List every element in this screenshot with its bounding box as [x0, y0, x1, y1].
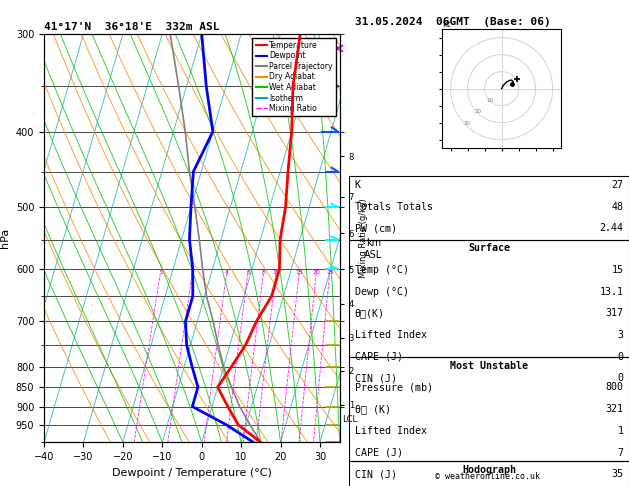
Text: 27: 27: [611, 180, 623, 190]
Text: Lifted Index: Lifted Index: [355, 426, 426, 436]
Text: 3: 3: [618, 330, 623, 340]
Text: CAPE (J): CAPE (J): [355, 352, 403, 362]
Text: CAPE (J): CAPE (J): [355, 448, 403, 458]
Text: Temp (°C): Temp (°C): [355, 265, 409, 275]
Text: 41°17'N  36°18'E  332m ASL: 41°17'N 36°18'E 332m ASL: [44, 22, 220, 32]
Text: PW (cm): PW (cm): [355, 224, 397, 233]
Legend: Temperature, Dewpoint, Parcel Trajectory, Dry Adiabat, Wet Adiabat, Isotherm, Mi: Temperature, Dewpoint, Parcel Trajectory…: [252, 38, 336, 116]
Text: 7: 7: [618, 448, 623, 458]
Text: 800: 800: [605, 382, 623, 393]
Text: 25: 25: [326, 270, 334, 275]
Text: 20: 20: [313, 270, 321, 275]
Text: θᴇ(K): θᴇ(K): [355, 309, 385, 318]
Text: 31.05.2024  06GMT  (Base: 06): 31.05.2024 06GMT (Base: 06): [355, 17, 551, 27]
Text: 317: 317: [605, 309, 623, 318]
Text: 30: 30: [464, 121, 470, 126]
Text: 10: 10: [487, 98, 494, 103]
Text: 8: 8: [262, 270, 266, 275]
Text: CIN (J): CIN (J): [355, 469, 397, 479]
Text: CIN (J): CIN (J): [355, 373, 397, 383]
Text: Dewp (°C): Dewp (°C): [355, 287, 409, 296]
Text: 1: 1: [618, 426, 623, 436]
Text: Surface: Surface: [468, 243, 510, 253]
Text: 48: 48: [611, 202, 623, 212]
Text: Mixing Ratio (g/kg): Mixing Ratio (g/kg): [359, 198, 368, 278]
X-axis label: Dewpoint / Temperature (°C): Dewpoint / Temperature (°C): [112, 468, 272, 478]
Text: 2.44: 2.44: [599, 224, 623, 233]
Text: 10: 10: [272, 270, 280, 275]
Text: 15: 15: [296, 270, 303, 275]
Text: 13.1: 13.1: [599, 287, 623, 296]
Text: Hodograph: Hodograph: [462, 465, 516, 475]
Text: 35: 35: [611, 469, 623, 479]
Text: Lifted Index: Lifted Index: [355, 330, 426, 340]
Text: 4: 4: [225, 270, 229, 275]
Text: Totals Totals: Totals Totals: [355, 202, 433, 212]
Text: 6: 6: [247, 270, 250, 275]
Text: 2: 2: [191, 270, 195, 275]
Text: 1: 1: [159, 270, 163, 275]
Text: 0: 0: [618, 352, 623, 362]
Text: θᴇ (K): θᴇ (K): [355, 404, 391, 414]
Text: 20: 20: [475, 109, 482, 114]
Text: Most Unstable: Most Unstable: [450, 361, 528, 371]
Text: K: K: [355, 180, 360, 190]
Y-axis label: hPa: hPa: [0, 228, 10, 248]
Text: LCL: LCL: [343, 416, 358, 424]
Text: 0: 0: [618, 373, 623, 383]
Text: 321: 321: [605, 404, 623, 414]
Y-axis label: km
ASL: km ASL: [364, 238, 382, 260]
Text: Pressure (mb): Pressure (mb): [355, 382, 433, 393]
Text: 15: 15: [611, 265, 623, 275]
Text: kt: kt: [442, 20, 450, 29]
Text: © weatheronline.co.uk: © weatheronline.co.uk: [435, 472, 540, 481]
